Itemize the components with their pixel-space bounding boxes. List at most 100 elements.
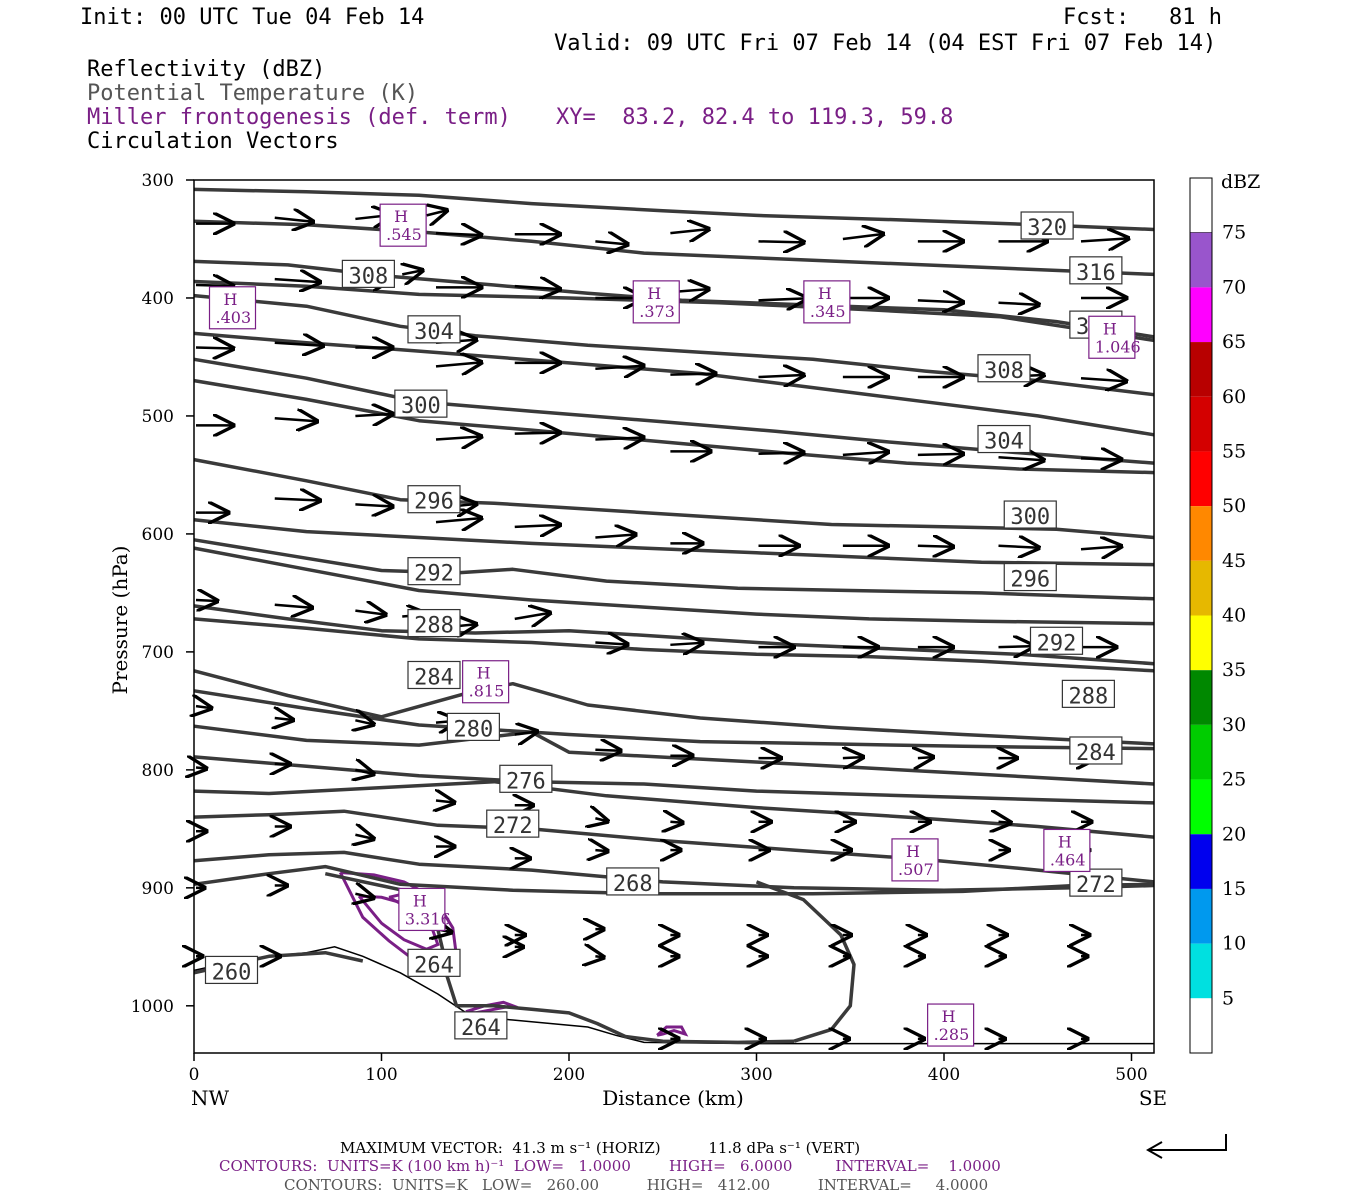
vector-92 <box>436 801 454 803</box>
theta-label-box-25 <box>454 1011 508 1040</box>
vector-61 <box>917 546 953 547</box>
colorbar-label-10: 25 <box>1222 769 1246 791</box>
max-vector-note: MAXIMUM VECTOR: 41.3 m s⁻¹ (HORIZ) 11.8 … <box>340 1139 861 1157</box>
vector-49 <box>998 457 1044 460</box>
colorbar-cell-10 <box>1190 779 1212 835</box>
y-tick-label-2: 500 <box>142 407 174 427</box>
theta-label-11: 296 <box>1010 568 1050 593</box>
vector-3 <box>427 210 447 215</box>
theta-contour-22 <box>324 871 795 1045</box>
theta-label-18: 276 <box>506 769 546 794</box>
y-tick-label-5: 800 <box>142 761 174 781</box>
vector-4 <box>435 233 481 235</box>
field-potential-temperature: Potential Temperature (K) <box>87 81 419 106</box>
fronto-max-marker-8: H <box>413 891 427 910</box>
fronto-max-box-1 <box>208 286 257 330</box>
x-tick-label-4: 400 <box>928 1065 960 1085</box>
theta-contour-9 <box>193 518 1155 567</box>
theta-contour-16 <box>193 724 1155 786</box>
theta-label-box-19 <box>486 809 540 838</box>
vector-21 <box>758 298 807 300</box>
vector-50 <box>1080 458 1121 459</box>
vector-30 <box>435 362 481 366</box>
vector-43 <box>514 433 560 434</box>
vector-44 <box>595 438 643 440</box>
vector-70 <box>595 642 627 644</box>
vector-52 <box>274 499 320 501</box>
colorbar-label-13: 10 <box>1222 933 1246 955</box>
theta-label-box-20 <box>606 867 660 896</box>
fronto-max-marker-5: H <box>477 664 491 683</box>
fronto-max-value-8: 3.316 <box>405 909 451 928</box>
vector-23 <box>917 300 963 302</box>
vector-32 <box>595 366 643 369</box>
vector-91 <box>355 770 373 774</box>
colorbar-cell-3 <box>1190 396 1212 452</box>
theta-label-14: 284 <box>414 665 454 690</box>
theta-labels: 3203163083123043083003042963002922962882… <box>204 211 1123 1041</box>
vector-86 <box>918 757 933 758</box>
theta-label-box-5 <box>977 354 1031 383</box>
vector-8 <box>758 241 804 242</box>
theta-label-17: 284 <box>1076 741 1116 766</box>
theta-label-box-7 <box>977 424 1031 454</box>
theta-label-box-18 <box>499 764 553 793</box>
field-frontogenesis: Miller frontogenesis (def. term) <box>87 105 511 130</box>
theta-label-box-22 <box>407 948 461 977</box>
vector-46 <box>758 453 804 454</box>
colorbar-label-11: 20 <box>1222 823 1246 845</box>
fronto-max-marker-3: H <box>818 284 832 303</box>
fronto-max-box-6 <box>1043 828 1091 873</box>
fronto-max-marker-9: H <box>942 1007 956 1026</box>
theta-label-25: 264 <box>461 1016 501 1041</box>
vector-71 <box>670 643 702 645</box>
theta-label-0: 320 <box>1027 216 1067 241</box>
colorbar-cell-4 <box>1190 451 1212 507</box>
theta-label-box-12 <box>407 608 461 638</box>
x-tick-label-0: 0 <box>189 1065 200 1085</box>
y-tick-label-1: 400 <box>142 289 174 309</box>
vector-41 <box>355 414 392 416</box>
colorbar-cell-11 <box>1190 834 1212 889</box>
theta-contour-11 <box>193 546 1155 626</box>
fronto-max-value-4: 1.046 <box>1095 337 1141 356</box>
vector-57 <box>595 534 635 537</box>
theta-label-19: 272 <box>493 814 533 839</box>
vector-62 <box>998 546 1039 548</box>
colorbar: 75 70 65 60 55 50 45 40 35 30 25 20 15 10 5 <box>1189 177 1246 1054</box>
vector-94 <box>595 818 607 821</box>
y-tick-label-3: 600 <box>142 525 174 545</box>
y-tick-label-0: 300 <box>142 171 174 191</box>
fronto-max-marker-6: H <box>1058 832 1072 851</box>
vector-53 <box>355 504 392 506</box>
colorbar-label-3: 60 <box>1222 386 1246 408</box>
colorbar-cell-12 <box>1190 888 1212 944</box>
x-tick-label-3: 300 <box>740 1065 772 1085</box>
field-circulation-vectors: Circulation Vectors <box>87 129 339 154</box>
theta-label-box-16 <box>446 712 500 741</box>
colorbar-cell-8 <box>1190 670 1212 725</box>
theta-label-9: 300 <box>1010 505 1050 530</box>
vector-95 <box>670 822 682 823</box>
y-tick-label-6: 900 <box>142 879 174 899</box>
vector-106 <box>595 850 607 851</box>
fronto-max-marker-1: H <box>224 290 238 309</box>
theta-label-6: 300 <box>401 394 441 419</box>
theta-label-box-1 <box>1069 256 1123 285</box>
vector-56 <box>514 525 560 527</box>
vector-99 <box>999 822 1011 823</box>
theta-label-16: 280 <box>454 717 494 742</box>
colorbar-label-12: 15 <box>1222 878 1246 900</box>
theta-label-7: 304 <box>984 430 1024 455</box>
theta-label-box-24 <box>204 955 259 985</box>
colorbar-top-cell <box>1189 177 1213 234</box>
colorbar-label-5: 50 <box>1222 495 1246 517</box>
colorbar-cell-7 <box>1190 615 1212 671</box>
y-axis-label: Pressure (hPa) <box>108 546 132 695</box>
fronto-max-value-3: .345 <box>810 302 846 321</box>
vector-82 <box>595 750 620 751</box>
vector-16 <box>402 270 422 274</box>
theta-contour-1 <box>193 219 1155 277</box>
vector-69 <box>514 613 550 619</box>
fronto-contour-note: CONTOURS: UNITS=K (100 km h)⁻¹ LOW= 1.00… <box>219 1157 1001 1175</box>
